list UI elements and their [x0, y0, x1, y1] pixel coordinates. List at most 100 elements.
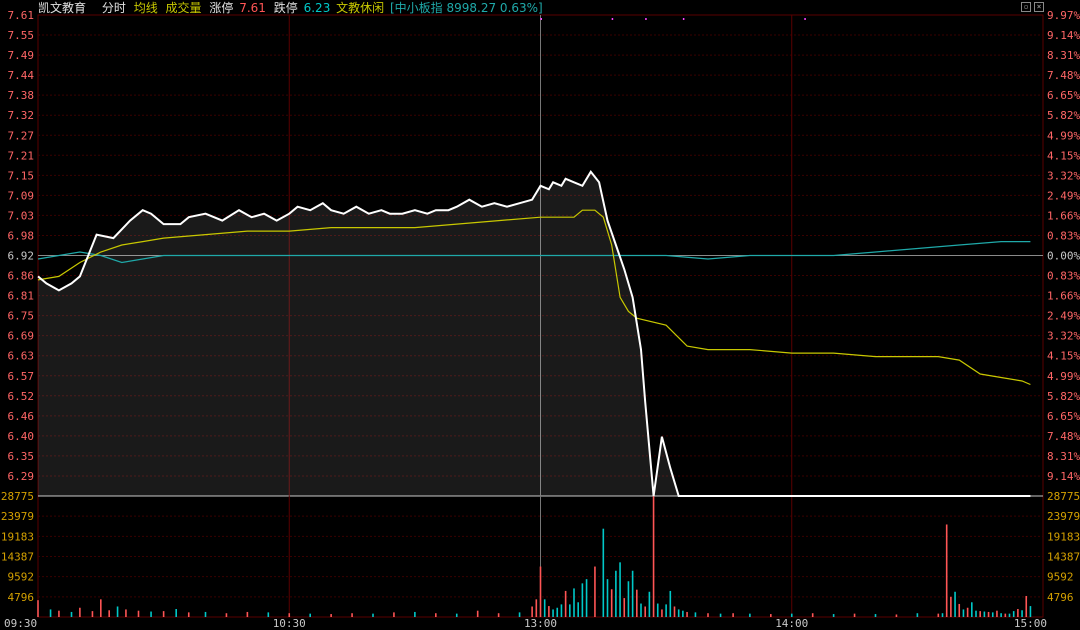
price-tick-label: 6.75	[8, 310, 35, 323]
price-tick-label: 7.44	[8, 69, 35, 82]
volume-bar	[1004, 613, 1007, 617]
price-tick-label: 7.03	[8, 209, 35, 222]
percent-tick-label: 7.48%	[1047, 69, 1080, 82]
volume-bar	[661, 609, 663, 617]
volume-bar	[979, 611, 981, 617]
percent-tick-label: 6.65%	[1047, 89, 1080, 102]
price-tick-label: 6.63	[8, 350, 35, 363]
price-tick-label: 6.81	[8, 290, 35, 303]
price-tick-label: 6.35	[8, 450, 35, 463]
price-line	[37, 170, 1031, 497]
volume-bar	[58, 610, 60, 617]
price-tick-label: 7.15	[8, 169, 35, 182]
percent-tick-label: 3.32%	[1047, 330, 1080, 343]
volume-bar	[91, 611, 94, 617]
percent-tick-label: 0.83%	[1047, 270, 1080, 283]
volume-tick-label-right: 19183	[1047, 530, 1080, 543]
volume-bar	[573, 588, 575, 617]
volume-bar	[950, 596, 952, 617]
price-tick-label: 7.09	[8, 189, 35, 202]
volume-bar	[937, 613, 940, 617]
volume-bar	[631, 570, 634, 617]
volume-label: 成交量	[165, 1, 202, 15]
event-marker	[540, 18, 542, 20]
volume-tick-label-left: 9592	[8, 571, 35, 584]
settings-icon[interactable]: ▫	[1021, 2, 1031, 12]
volume-bar	[656, 603, 659, 617]
limit-down-label: 跌停	[273, 1, 298, 15]
volume-bar	[1012, 611, 1015, 617]
volume-bar	[267, 612, 270, 617]
volume-bar	[288, 613, 291, 617]
volume-bar	[916, 613, 919, 617]
volume-tick-label-left: 4796	[8, 591, 35, 604]
volume-bar	[150, 611, 152, 617]
volume-bar	[770, 614, 772, 617]
volume-bar	[610, 589, 613, 617]
volume-bar	[535, 599, 538, 617]
price-area	[38, 171, 1031, 497]
close-icon[interactable]: ×	[1034, 2, 1044, 12]
volume-bar	[1017, 609, 1019, 617]
volume-bar	[732, 613, 734, 617]
percent-tick-label: 4.15%	[1047, 350, 1080, 363]
volume-axis: 28775 28775 23979 23979 19183 19183 14387 14387…	[1, 490, 1080, 604]
volume-bar	[246, 611, 249, 617]
volume-bar	[602, 528, 605, 617]
volume-bar	[686, 611, 688, 617]
percent-tick-label: 1.66%	[1047, 209, 1080, 222]
volume-bar	[991, 612, 994, 617]
volume-bar	[1021, 610, 1023, 617]
volume-bar	[707, 613, 709, 617]
volume-bar	[874, 614, 877, 617]
percent-axis-right: 9.97% 9.14% 8.31% 7.48% 6.65% 5.82% 4.99% 4.15%…	[1047, 9, 1080, 483]
limit-up-value: 7.61	[239, 1, 266, 15]
volume-tick-label-right: 14387	[1047, 551, 1080, 564]
price-tick-label: 6.29	[8, 470, 35, 483]
percent-tick-label: 8.31%	[1047, 49, 1080, 62]
volume-bar	[175, 609, 177, 617]
percent-tick-label: 3.32%	[1047, 169, 1080, 182]
volume-bar	[971, 602, 973, 617]
volume-bar	[476, 610, 479, 617]
volume-bar	[623, 598, 626, 617]
volume-bar	[694, 612, 697, 617]
sector-label[interactable]: 文教休闲	[336, 1, 385, 15]
volume-bar	[351, 613, 353, 617]
volume-tick-label-right: 9592	[1047, 571, 1074, 584]
time-tick-label: 14:00	[775, 617, 808, 630]
volume-bar	[37, 600, 39, 617]
volume-bar	[987, 611, 990, 617]
price-tick-label: 7.27	[8, 129, 35, 142]
price-tick-label: 6.69	[8, 330, 35, 343]
mode-label[interactable]: 分时	[101, 1, 126, 15]
volume-bar	[518, 612, 521, 617]
volume-tick-label-left: 19183	[1, 530, 34, 543]
volume-bar	[569, 604, 571, 617]
limit-up-label: 涨停	[209, 1, 234, 15]
volume-bar	[811, 613, 814, 617]
event-marker	[645, 18, 647, 20]
percent-tick-label: 9.14%	[1047, 470, 1080, 483]
index-line	[37, 241, 1031, 264]
event-marker	[611, 18, 614, 20]
volume-bar	[204, 611, 207, 617]
volume-bar	[116, 606, 119, 617]
volume-bar	[594, 566, 596, 617]
volume-tick-label-right: 4796	[1047, 591, 1074, 604]
volume-bar	[393, 612, 395, 617]
volume-bar	[435, 613, 437, 617]
volume-bar	[543, 599, 546, 617]
volume-tick-label-left: 23979	[1, 510, 34, 523]
volume-bar	[682, 610, 684, 617]
volume-bar	[455, 613, 458, 617]
volume-bar	[615, 570, 617, 617]
index-quote[interactable]: [中小板指 8998.27 0.63%]	[390, 1, 543, 15]
volume-bar	[677, 609, 680, 617]
volume-bar	[162, 611, 165, 617]
stock-name[interactable]: 凯文教育	[38, 1, 87, 15]
percent-tick-label: 4.99%	[1047, 370, 1080, 383]
percent-tick-label: 5.82%	[1047, 109, 1080, 122]
volume-bar	[100, 599, 102, 617]
